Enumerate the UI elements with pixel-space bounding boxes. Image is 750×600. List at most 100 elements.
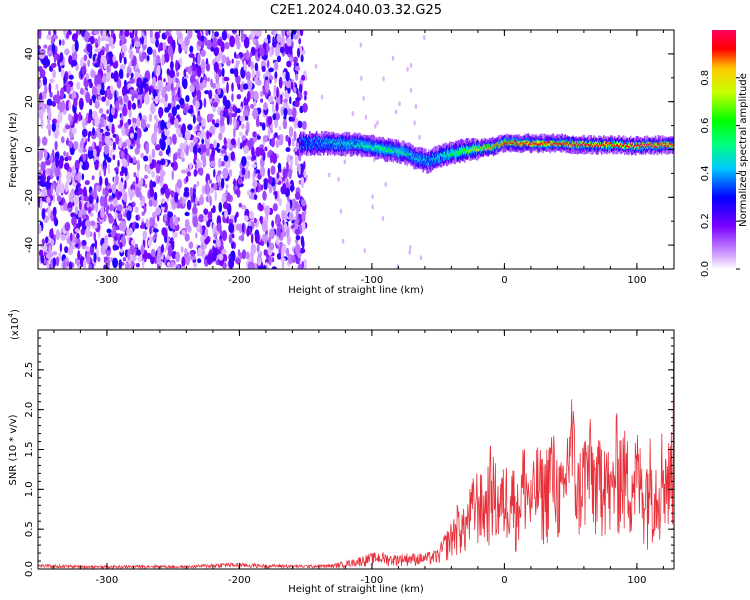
- signal-cell: [353, 141, 356, 147]
- signal-cell: [477, 149, 480, 152]
- noise-speckle: [293, 59, 297, 69]
- noise-speckle: [196, 65, 202, 77]
- signal-cell: [331, 140, 334, 144]
- noise-speckle: [38, 175, 43, 180]
- signal-cell: [638, 144, 641, 147]
- noise-speckle: [213, 61, 219, 73]
- noise-speckle: [164, 247, 167, 253]
- noise-speckle: [51, 118, 57, 124]
- noise-speckle: [135, 222, 140, 229]
- noise-speckle: [280, 249, 284, 261]
- noise-speckle: [149, 217, 153, 227]
- noise-speckle: [100, 36, 105, 42]
- signal-cell: [536, 143, 539, 146]
- noise-speckle: [257, 257, 262, 262]
- noise-speckle: [341, 238, 345, 244]
- signal-cell: [445, 155, 447, 158]
- signal-cell: [457, 151, 459, 155]
- noise-speckle: [212, 101, 218, 108]
- noise-speckle: [100, 206, 105, 219]
- signal-cell: [367, 146, 370, 149]
- noise-speckle: [119, 30, 123, 36]
- snr-y-ticks: 0.00.51.01.52.02.5: [24, 337, 674, 577]
- noise-speckle: [155, 163, 161, 174]
- signal-cell: [353, 144, 356, 148]
- noise-speckle: [189, 187, 194, 196]
- signal-cell: [620, 143, 622, 148]
- noise-speckle: [152, 89, 157, 98]
- noise-speckle: [183, 106, 188, 115]
- signal-cell: [351, 143, 354, 146]
- noise-speckle: [63, 150, 67, 157]
- noise-speckle: [47, 50, 53, 56]
- signal-cell: [466, 146, 468, 152]
- signal-cell: [580, 141, 582, 146]
- noise-speckle: [54, 166, 61, 177]
- signal-cell: [302, 139, 304, 145]
- signal-cell: [310, 143, 312, 147]
- signal-cell: [398, 152, 400, 155]
- noise-speckle: [193, 201, 196, 213]
- snr-multiplier-close: ): [10, 309, 21, 313]
- signal-cell: [644, 145, 647, 148]
- noise-speckle: [129, 157, 134, 164]
- noise-speckle: [89, 35, 95, 45]
- noise-speckle: [212, 205, 216, 213]
- noise-speckle: [142, 230, 147, 241]
- noise-speckle: [99, 49, 105, 56]
- signal-cell: [468, 150, 470, 154]
- signal-cell: [636, 144, 639, 146]
- signal-cell: [602, 143, 604, 149]
- noise-speckle: [286, 37, 292, 47]
- signal-cell: [662, 142, 665, 145]
- signal-cell: [314, 141, 317, 147]
- signal-cell: [655, 146, 658, 148]
- signal-cell: [542, 139, 545, 144]
- snr-x-axis-title: Height of straight line (km): [288, 584, 424, 595]
- noise-speckle: [250, 103, 255, 109]
- noise-speckle: [126, 72, 129, 79]
- noise-speckle: [253, 90, 259, 102]
- signal-cell: [574, 142, 576, 150]
- noise-speckle: [115, 134, 120, 145]
- noise-speckle: [121, 158, 127, 167]
- noise-speckle: [285, 134, 289, 142]
- noise-speckle: [142, 259, 145, 269]
- noise-speckle: [181, 157, 185, 162]
- noise-speckle: [106, 156, 112, 163]
- noise-speckle: [188, 241, 194, 249]
- signal-cell: [341, 141, 344, 145]
- noise-speckle: [226, 33, 231, 40]
- noise-speckle: [65, 124, 71, 130]
- noise-speckle: [250, 61, 254, 70]
- signal-cell: [330, 141, 333, 147]
- noise-speckle: [182, 78, 188, 90]
- signal-cell: [628, 146, 630, 148]
- colorbar: 0.00.20.40.60.8 Normalized spectral ampl…: [700, 30, 749, 277]
- signal-cell: [606, 143, 608, 149]
- signal-cell: [544, 142, 547, 144]
- signal-cell: [439, 156, 441, 159]
- signal-cell: [333, 142, 336, 145]
- noise-speckle: [269, 129, 274, 134]
- signal-cell: [388, 147, 391, 151]
- noise-speckle: [243, 83, 249, 90]
- noise-speckle: [167, 211, 173, 218]
- noise-speckle: [201, 185, 206, 195]
- noise-speckle: [154, 144, 161, 151]
- signal-cell: [666, 141, 669, 147]
- noise-speckle: [127, 100, 132, 111]
- signal-cell: [610, 142, 612, 145]
- noise-speckle: [202, 156, 207, 168]
- signal-cell: [575, 144, 577, 147]
- noise-speckle: [55, 95, 61, 104]
- noise-speckle: [160, 119, 166, 131]
- noise-speckle: [50, 183, 54, 196]
- signal-cell: [393, 150, 395, 153]
- signal-cell: [472, 149, 475, 152]
- signal-cell: [407, 151, 409, 154]
- noise-speckle: [253, 137, 257, 143]
- noise-speckle: [284, 223, 288, 231]
- noise-speckle: [94, 48, 100, 53]
